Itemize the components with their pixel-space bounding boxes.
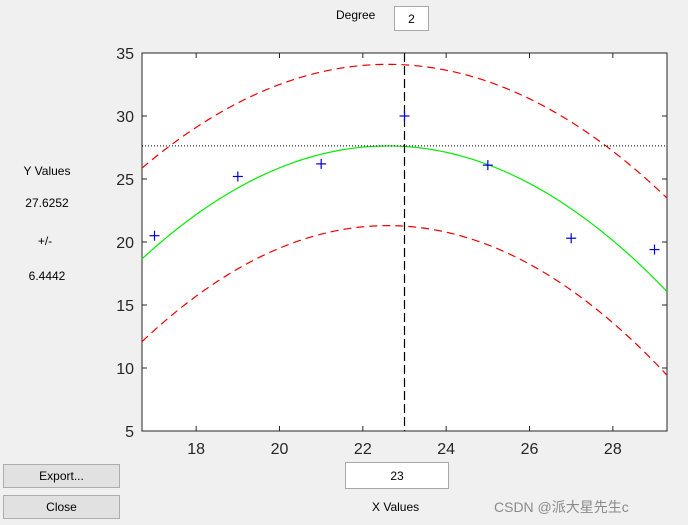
y-tick-label: 10 — [116, 361, 134, 378]
data-point — [316, 158, 327, 169]
x-tick-label: 28 — [604, 441, 622, 458]
y-values-label: Y Values — [23, 164, 71, 178]
x-tick-label: 20 — [271, 441, 289, 458]
y-axis-ticks: 5 10 15 20 25 30 35 — [116, 46, 667, 441]
plus-minus-label: +/- — [37, 234, 53, 248]
data-point — [649, 244, 660, 255]
watermark: CSDN @派大星先生c — [494, 499, 629, 515]
x-value-input[interactable]: 23 — [345, 462, 449, 489]
y-tick-label: 35 — [116, 46, 134, 63]
degree-label: Degree — [336, 8, 376, 22]
data-point — [482, 160, 493, 171]
close-button[interactable]: Close — [3, 495, 120, 519]
y-tick-label: 5 — [125, 424, 134, 441]
y-tick-label: 20 — [116, 235, 134, 252]
upper-confidence-bound — [141, 63, 668, 199]
x-values-label: X Values — [372, 500, 420, 514]
degree-input[interactable]: 2 — [394, 6, 429, 31]
ci-value-readout: 6.4442 — [28, 269, 66, 283]
y-tick-label: 25 — [116, 172, 134, 189]
x-tick-label: 24 — [437, 441, 455, 458]
data-point — [232, 171, 243, 182]
export-button[interactable]: Export... — [3, 464, 120, 488]
y-tick-label: 30 — [116, 109, 134, 126]
data-points — [149, 111, 660, 255]
y-value-readout: 27.6252 — [25, 196, 69, 210]
x-axis-ticks: 18 20 22 24 26 28 — [187, 53, 622, 458]
y-tick-label: 15 — [116, 298, 134, 315]
x-tick-label: 18 — [187, 441, 205, 458]
polyfit-plot[interactable]: 18 20 22 24 26 28 5 10 15 20 25 30 35 — [0, 0, 688, 470]
data-point — [399, 111, 410, 121]
data-point — [149, 230, 160, 241]
x-tick-label: 26 — [521, 441, 539, 458]
x-tick-label: 22 — [354, 441, 372, 458]
data-point — [566, 233, 577, 244]
lower-confidence-bound — [141, 225, 668, 376]
